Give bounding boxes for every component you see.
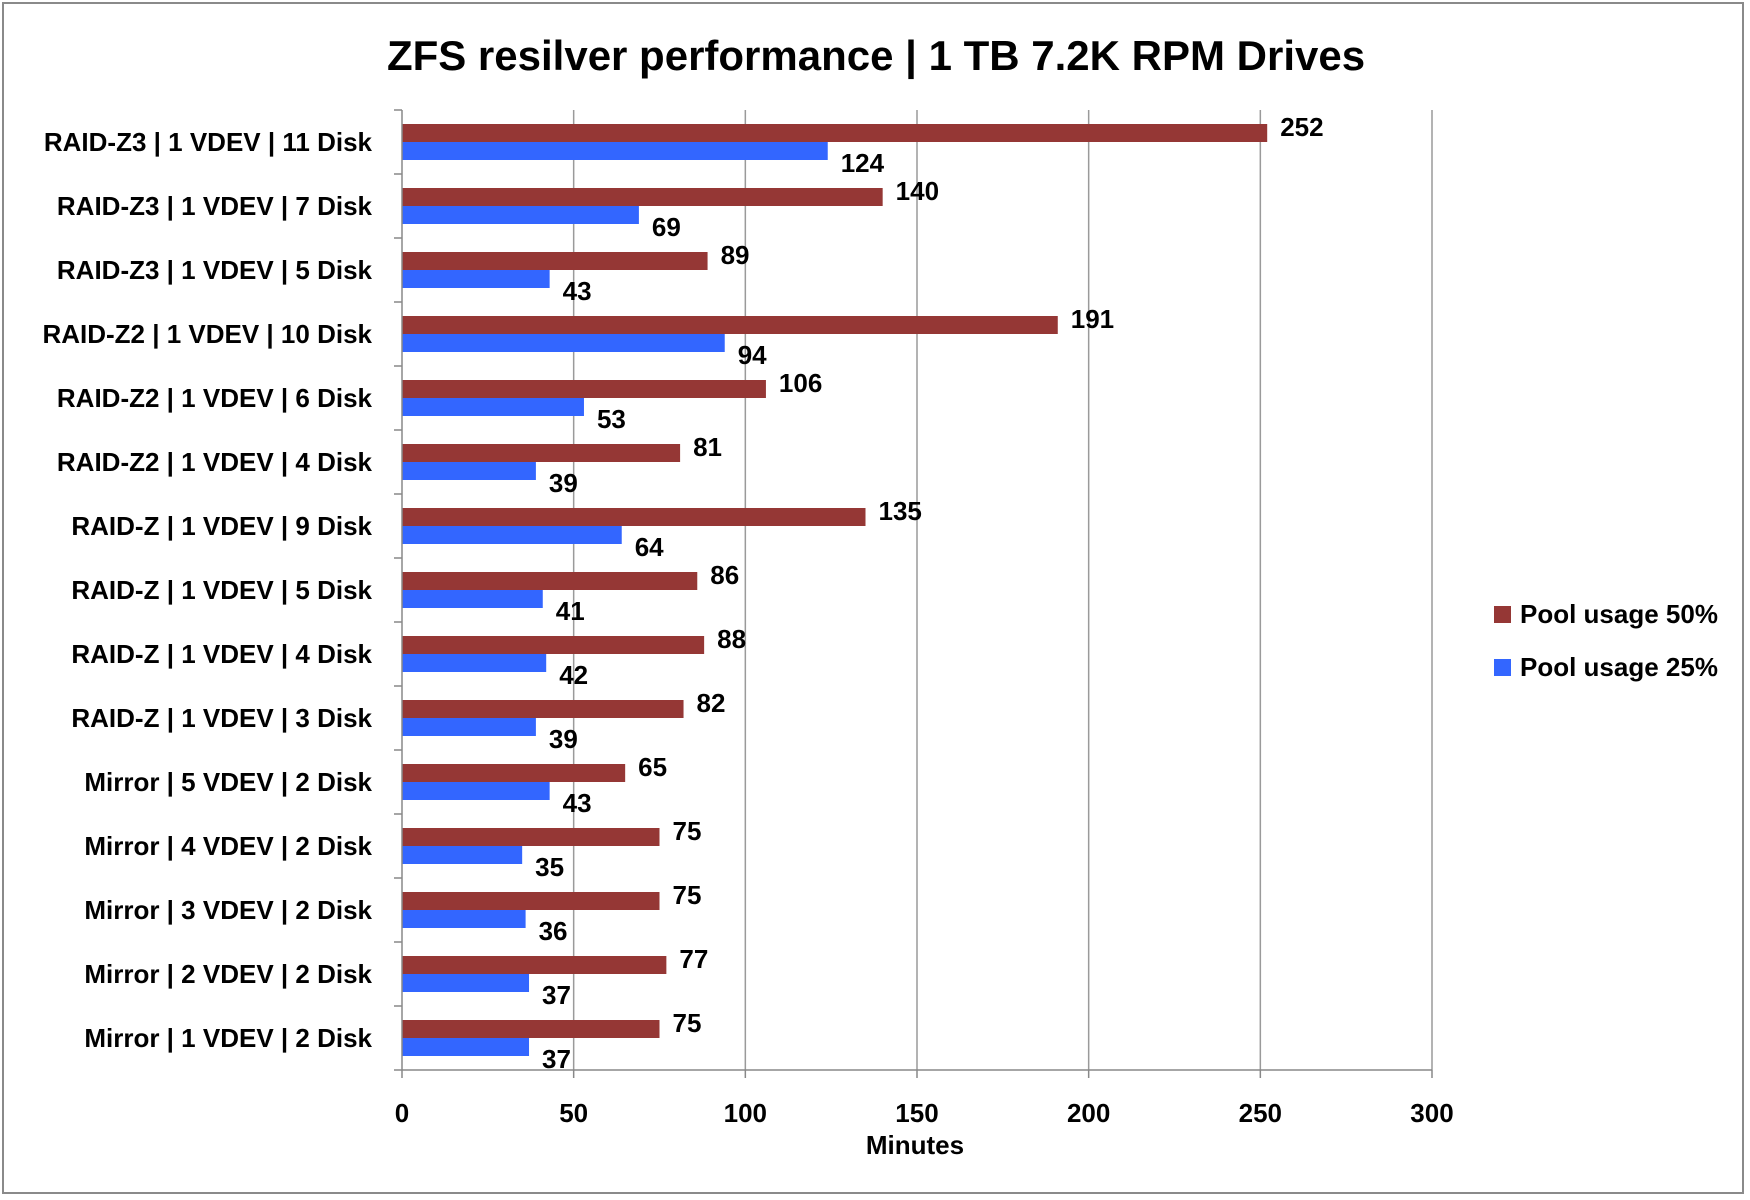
value-label-pool-usage-25-raid-z-1-vdev-5-disk: 41 [556,596,585,626]
bar-pool-usage-50-mirror-1-vdev-2-disk [402,1020,660,1038]
category-label-mirror-5-vdev-2-disk: Mirror | 5 VDEV | 2 Disk [84,767,372,797]
x-tick-label-200: 200 [1067,1098,1110,1128]
bar-pool-usage-50-mirror-4-vdev-2-disk [402,828,660,846]
value-label-pool-usage-25-raid-z3-1-vdev-11-disk: 124 [841,148,885,178]
legend: Pool usage 50% Pool usage 25% [1494,599,1718,682]
value-label-pool-usage-50-mirror-3-vdev-2-disk: 75 [673,880,702,910]
category-label-raid-z2-1-vdev-10-disk: RAID-Z2 | 1 VDEV | 10 Disk [42,319,372,349]
bar-pool-usage-25-mirror-5-vdev-2-disk [402,782,550,800]
bar-pool-usage-50-raid-z2-1-vdev-4-disk [402,444,681,462]
category-label-mirror-2-vdev-2-disk: Mirror | 2 VDEV | 2 Disk [84,959,372,989]
value-label-pool-usage-50-raid-z-1-vdev-9-disk: 135 [879,496,922,526]
bar-pool-usage-50-raid-z3-1-vdev-7-disk [402,188,883,206]
bar-pool-usage-50-raid-z-1-vdev-3-disk [402,700,684,718]
bar-pool-usage-25-raid-z-1-vdev-5-disk [402,590,543,608]
value-label-pool-usage-50-raid-z-1-vdev-5-disk: 86 [710,560,739,590]
value-label-pool-usage-25-raid-z-1-vdev-3-disk: 39 [549,724,578,754]
value-label-pool-usage-25-mirror-2-vdev-2-disk: 37 [542,980,571,1010]
value-label-pool-usage-50-raid-z3-1-vdev-5-disk: 89 [721,240,750,270]
category-label-raid-z3-1-vdev-5-disk: RAID-Z3 | 1 VDEV | 5 Disk [57,255,373,285]
value-label-pool-usage-25-raid-z-1-vdev-9-disk: 64 [635,532,664,562]
bar-pool-usage-50-mirror-5-vdev-2-disk [402,764,626,782]
value-label-pool-usage-25-raid-z3-1-vdev-7-disk: 69 [652,212,681,242]
bar-pool-usage-50-raid-z-1-vdev-4-disk [402,636,705,654]
axes: 0 50 100 150 200 250 300 RAID-Z3 | 1 VDEV | 11 … [42,109,1454,1128]
bar-pool-usage-25-raid-z2-1-vdev-10-disk [402,334,725,352]
legend-swatch-pool-usage-25 [1494,659,1511,676]
bar-pool-usage-50-raid-z3-1-vdev-5-disk [402,252,708,270]
bar-chart: ZFS resilver performance | 1 TB 7.2K RPM… [42,32,1718,1160]
category-label-raid-z2-1-vdev-6-disk: RAID-Z2 | 1 VDEV | 6 Disk [57,383,373,413]
bar-pool-usage-50-raid-z2-1-vdev-10-disk [402,316,1058,334]
value-label-pool-usage-50-raid-z-1-vdev-3-disk: 82 [697,688,726,718]
legend-swatch-pool-usage-50 [1494,606,1511,623]
x-tick-label-300: 300 [1410,1098,1453,1128]
value-label-pool-usage-25-mirror-5-vdev-2-disk: 43 [563,788,592,818]
bar-pool-usage-50-mirror-2-vdev-2-disk [402,956,667,974]
bar-pool-usage-50-raid-z-1-vdev-9-disk [402,508,866,526]
bar-pool-usage-25-mirror-4-vdev-2-disk [402,846,523,864]
bar-pool-usage-25-raid-z2-1-vdev-4-disk [402,462,536,480]
bar-pool-usage-25-raid-z-1-vdev-3-disk [402,718,536,736]
category-label-raid-z2-1-vdev-4-disk: RAID-Z2 | 1 VDEV | 4 Disk [57,447,373,477]
value-label-pool-usage-25-raid-z2-1-vdev-6-disk: 53 [597,404,626,434]
value-label-pool-usage-50-mirror-2-vdev-2-disk: 77 [679,944,708,974]
bar-pool-usage-50-raid-z3-1-vdev-11-disk [402,124,1268,142]
x-tick-label-50: 50 [559,1098,588,1128]
bar-pool-usage-25-mirror-3-vdev-2-disk [402,910,526,928]
bar-pool-usage-50-raid-z2-1-vdev-6-disk [402,380,766,398]
bar-pool-usage-25-raid-z2-1-vdev-6-disk [402,398,584,416]
value-label-pool-usage-50-raid-z2-1-vdev-4-disk: 81 [693,432,722,462]
x-tick-label-0: 0 [395,1098,409,1128]
bar-pool-usage-25-raid-z3-1-vdev-5-disk [402,270,550,288]
value-label-pool-usage-50-raid-z-1-vdev-4-disk: 88 [717,624,746,654]
value-label-pool-usage-25-raid-z2-1-vdev-10-disk: 94 [738,340,767,370]
category-label-raid-z-1-vdev-9-disk: RAID-Z | 1 VDEV | 9 Disk [71,511,372,541]
x-axis-title: Minutes [866,1130,964,1160]
category-label-raid-z3-1-vdev-11-disk: RAID-Z3 | 1 VDEV | 11 Disk [44,127,373,157]
bar-pool-usage-50-mirror-3-vdev-2-disk [402,892,660,910]
category-label-mirror-3-vdev-2-disk: Mirror | 3 VDEV | 2 Disk [84,895,372,925]
chart-title: ZFS resilver performance | 1 TB 7.2K RPM… [387,32,1365,80]
bar-pool-usage-50-raid-z-1-vdev-5-disk [402,572,698,590]
category-label-raid-z-1-vdev-3-disk: RAID-Z | 1 VDEV | 3 Disk [71,703,372,733]
x-tick-label-150: 150 [895,1098,938,1128]
x-tick-label-250: 250 [1239,1098,1282,1128]
bar-pool-usage-25-raid-z3-1-vdev-7-disk [402,206,639,224]
value-label-pool-usage-50-raid-z3-1-vdev-11-disk: 252 [1280,112,1323,142]
category-label-raid-z3-1-vdev-7-disk: RAID-Z3 | 1 VDEV | 7 Disk [57,191,373,221]
value-label-pool-usage-50-mirror-4-vdev-2-disk: 75 [673,816,702,846]
value-label-pool-usage-25-raid-z-1-vdev-4-disk: 42 [559,660,588,690]
value-label-pool-usage-25-raid-z2-1-vdev-4-disk: 39 [549,468,578,498]
value-label-pool-usage-25-mirror-3-vdev-2-disk: 36 [539,916,568,946]
value-label-pool-usage-50-raid-z2-1-vdev-10-disk: 191 [1071,304,1114,334]
value-label-pool-usage-25-mirror-1-vdev-2-disk: 37 [542,1044,571,1074]
bar-pool-usage-25-raid-z-1-vdev-9-disk [402,526,622,544]
bar-pool-usage-25-raid-z-1-vdev-4-disk [402,654,547,672]
x-tick-label-100: 100 [724,1098,767,1128]
bars: 252 124 140 69 89 43 191 94 106 53 81 39 135 64 86 41 88… [402,112,1324,1074]
value-label-pool-usage-50-raid-z2-1-vdev-6-disk: 106 [779,368,822,398]
legend-label-pool-usage-25: Pool usage 25% [1520,652,1718,682]
value-label-pool-usage-25-raid-z3-1-vdev-5-disk: 43 [563,276,592,306]
value-label-pool-usage-25-mirror-4-vdev-2-disk: 35 [535,852,564,882]
bar-pool-usage-25-raid-z3-1-vdev-11-disk [402,142,828,160]
value-label-pool-usage-50-mirror-5-vdev-2-disk: 65 [638,752,667,782]
bar-pool-usage-25-mirror-1-vdev-2-disk [402,1038,530,1056]
legend-label-pool-usage-50: Pool usage 50% [1520,599,1718,629]
value-label-pool-usage-50-mirror-1-vdev-2-disk: 75 [673,1008,702,1038]
bar-pool-usage-25-mirror-2-vdev-2-disk [402,974,530,992]
category-label-raid-z-1-vdev-5-disk: RAID-Z | 1 VDEV | 5 Disk [71,575,372,605]
category-label-mirror-1-vdev-2-disk: Mirror | 1 VDEV | 2 Disk [84,1023,372,1053]
value-label-pool-usage-50-raid-z3-1-vdev-7-disk: 140 [896,176,939,206]
category-label-mirror-4-vdev-2-disk: Mirror | 4 VDEV | 2 Disk [84,831,372,861]
category-label-raid-z-1-vdev-4-disk: RAID-Z | 1 VDEV | 4 Disk [71,639,372,669]
